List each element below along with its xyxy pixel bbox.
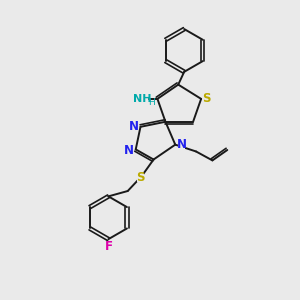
- Bar: [137, 173, 144, 182]
- Text: S: S: [136, 171, 144, 184]
- Text: H: H: [148, 98, 155, 107]
- Text: N: N: [129, 120, 139, 133]
- Bar: [136, 95, 147, 103]
- Text: F: F: [104, 240, 112, 253]
- Bar: [203, 94, 210, 102]
- Bar: [178, 140, 185, 149]
- Bar: [126, 146, 133, 154]
- Text: N: N: [177, 138, 187, 151]
- Bar: [130, 122, 137, 130]
- Text: NH: NH: [133, 94, 151, 104]
- Text: S: S: [202, 92, 210, 105]
- Bar: [105, 242, 112, 251]
- Text: N: N: [124, 143, 134, 157]
